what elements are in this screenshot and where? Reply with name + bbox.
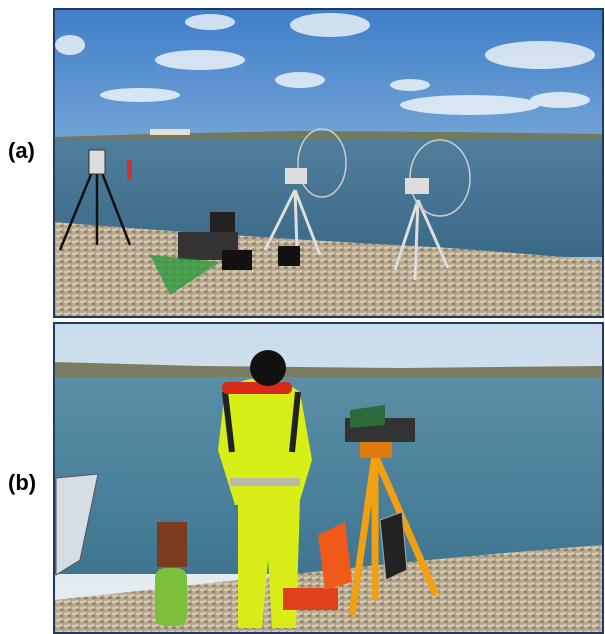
transceiver: [285, 168, 307, 184]
tripod-head: [360, 440, 392, 458]
equipment: [222, 250, 252, 270]
cloud-part: [275, 72, 325, 88]
cloud-part: [390, 79, 430, 91]
case: [318, 522, 352, 590]
tripod: [348, 453, 440, 616]
cloud-part: [155, 50, 245, 70]
border: [53, 8, 604, 318]
panel-label: (b): [8, 470, 36, 495]
cloud: [55, 13, 595, 115]
equipment: [210, 212, 235, 232]
person-part: [218, 377, 312, 505]
cloud-part: [185, 14, 235, 30]
antenna: [88, 149, 106, 175]
cloud-part: [530, 92, 590, 108]
buoy: [127, 160, 132, 180]
dish: [297, 128, 347, 198]
instrument: [350, 405, 385, 428]
cloud-part: [100, 88, 180, 102]
panel: [55, 473, 99, 576]
cloud-part: [400, 95, 540, 115]
person-part: [230, 478, 300, 486]
laptop: [379, 511, 408, 581]
case: [283, 588, 338, 610]
cable-frame: [150, 255, 220, 295]
person-part: [250, 350, 286, 386]
photo-b: [53, 322, 604, 634]
cloud-part: [55, 35, 85, 55]
person-part: [222, 382, 292, 394]
tripod-part: [348, 453, 440, 616]
bag: [155, 568, 187, 626]
transceiver: [405, 178, 429, 194]
panel-label: (a): [8, 138, 35, 163]
tripod-part: [263, 189, 322, 256]
person-part: [222, 391, 301, 453]
tripod: [263, 189, 450, 281]
cloud-part: [290, 13, 370, 37]
cloud-part: [485, 41, 595, 69]
post: [157, 522, 187, 567]
photo-a: [53, 8, 604, 318]
building: [150, 129, 190, 135]
border: [53, 322, 604, 634]
far-shore: [54, 131, 603, 139]
equipment: [278, 246, 300, 266]
tripod-part: [393, 199, 450, 281]
far-shore: [54, 362, 603, 377]
